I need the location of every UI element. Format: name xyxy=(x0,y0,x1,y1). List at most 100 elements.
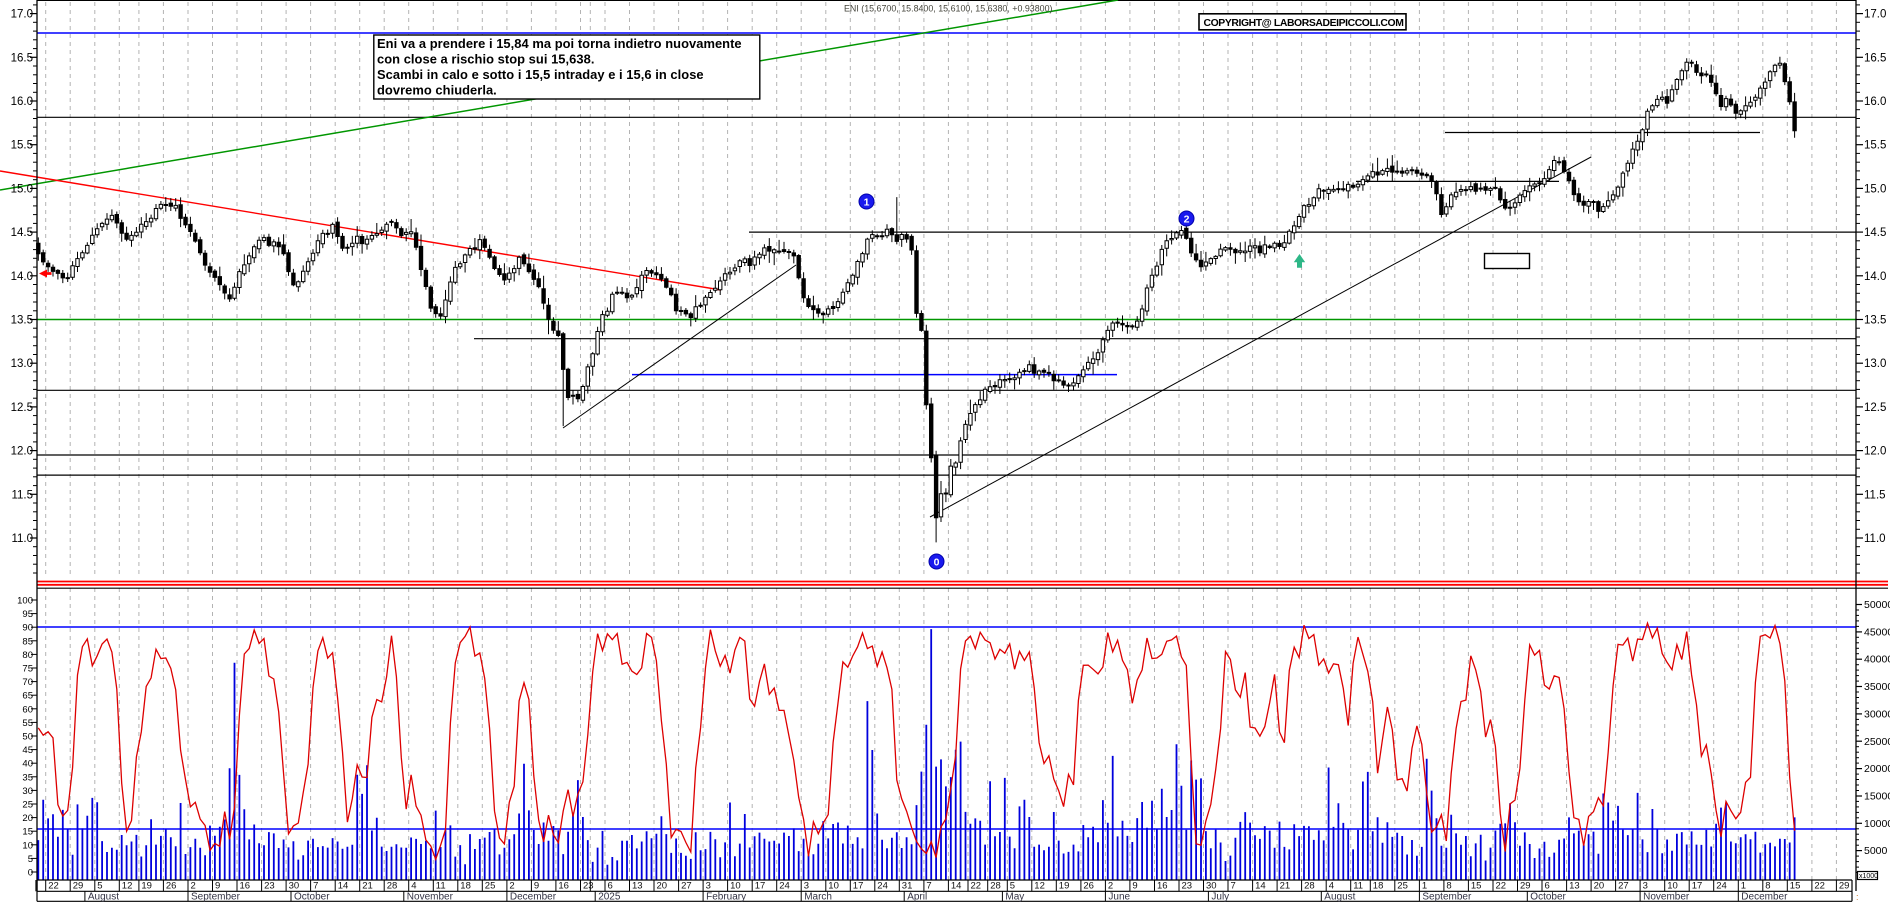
svg-text:15: 15 xyxy=(1790,881,1801,892)
svg-text:November: November xyxy=(407,892,454,903)
svg-text:August: August xyxy=(88,892,119,903)
svg-text:30: 30 xyxy=(22,786,33,797)
svg-text:28: 28 xyxy=(387,881,398,892)
svg-text:29: 29 xyxy=(1839,881,1850,892)
svg-text:5: 5 xyxy=(28,854,33,865)
svg-text:19: 19 xyxy=(141,881,152,892)
svg-text:17.0: 17.0 xyxy=(1864,9,1886,21)
svg-text:9: 9 xyxy=(534,881,539,892)
svg-text:24: 24 xyxy=(1716,881,1727,892)
svg-text:October: October xyxy=(1530,892,1566,903)
svg-text:25000: 25000 xyxy=(1864,736,1890,748)
svg-text:5: 5 xyxy=(1010,881,1015,892)
svg-text:13.0: 13.0 xyxy=(1864,358,1886,370)
svg-text:31: 31 xyxy=(902,881,913,892)
svg-text:7: 7 xyxy=(926,881,931,892)
svg-text:25: 25 xyxy=(485,881,496,892)
svg-text:30000: 30000 xyxy=(1864,708,1890,720)
svg-text:10: 10 xyxy=(828,881,839,892)
svg-text:29: 29 xyxy=(1520,881,1531,892)
svg-text:20: 20 xyxy=(1594,881,1605,892)
svg-text:15.5: 15.5 xyxy=(1864,140,1886,152)
svg-text:December: December xyxy=(1741,892,1788,903)
svg-text:75: 75 xyxy=(22,664,33,675)
svg-text:3: 3 xyxy=(804,881,809,892)
svg-text:dovremo chiuderla.: dovremo chiuderla. xyxy=(377,83,497,98)
svg-text:60: 60 xyxy=(22,704,33,715)
svg-text:15.5: 15.5 xyxy=(11,140,33,152)
svg-text:11: 11 xyxy=(436,881,446,892)
svg-text:16: 16 xyxy=(240,881,251,892)
svg-text:February: February xyxy=(706,892,746,903)
svg-text:26: 26 xyxy=(1083,881,1094,892)
svg-text:5000: 5000 xyxy=(1864,845,1888,857)
svg-text:Scambi in calo e sotto i 15,5: Scambi in calo e sotto i 15,5 intraday e… xyxy=(377,67,704,82)
svg-text:9: 9 xyxy=(1132,881,1137,892)
svg-text:24: 24 xyxy=(779,881,790,892)
svg-text:40000: 40000 xyxy=(1864,654,1890,666)
svg-text:22: 22 xyxy=(1814,881,1825,892)
svg-text:20: 20 xyxy=(657,881,668,892)
svg-text:50000: 50000 xyxy=(1864,599,1890,611)
svg-text:20: 20 xyxy=(22,813,33,824)
svg-text:2: 2 xyxy=(509,881,514,892)
svg-text:10: 10 xyxy=(1667,881,1678,892)
svg-text:2025: 2025 xyxy=(598,892,621,903)
svg-text:22: 22 xyxy=(48,881,59,892)
svg-text:May: May xyxy=(1005,892,1024,903)
svg-text:15.0: 15.0 xyxy=(1864,183,1886,195)
svg-text:28: 28 xyxy=(990,881,1001,892)
svg-text:15: 15 xyxy=(22,827,33,838)
svg-text:August: August xyxy=(1324,892,1355,903)
svg-text:December: December xyxy=(510,892,557,903)
svg-text:10: 10 xyxy=(730,881,741,892)
svg-text:ENI (15.6700, 15.8400, 15.6100: ENI (15.6700, 15.8400, 15.6100, 15.6380,… xyxy=(844,4,1053,14)
svg-text:16.0: 16.0 xyxy=(11,96,33,108)
svg-text:30: 30 xyxy=(289,881,300,892)
svg-text:40: 40 xyxy=(22,759,33,770)
svg-text:35: 35 xyxy=(22,772,33,783)
svg-text:100: 100 xyxy=(17,596,33,607)
svg-text:15000: 15000 xyxy=(1864,791,1890,803)
svg-text:24: 24 xyxy=(877,881,888,892)
svg-text:10000: 10000 xyxy=(1864,818,1890,830)
svg-text:23: 23 xyxy=(1182,881,1193,892)
svg-text:8: 8 xyxy=(1765,881,1770,892)
svg-text:35000: 35000 xyxy=(1864,681,1890,693)
svg-text:11.0: 11.0 xyxy=(11,533,33,545)
svg-text:23: 23 xyxy=(583,881,594,892)
svg-text:10: 10 xyxy=(22,840,33,851)
svg-text:27: 27 xyxy=(681,881,692,892)
svg-text:19: 19 xyxy=(1059,881,1070,892)
svg-text:13.5: 13.5 xyxy=(11,315,33,327)
svg-text:14: 14 xyxy=(1255,881,1266,892)
svg-text:95: 95 xyxy=(22,609,33,620)
svg-text:14: 14 xyxy=(951,881,962,892)
svg-text:5: 5 xyxy=(97,881,102,892)
svg-text:September: September xyxy=(1422,892,1472,903)
svg-text:2: 2 xyxy=(191,881,196,892)
svg-text:16: 16 xyxy=(1157,881,1168,892)
svg-text:22: 22 xyxy=(971,881,982,892)
svg-text:45000: 45000 xyxy=(1864,626,1890,638)
svg-text:0: 0 xyxy=(28,868,33,879)
svg-text:4: 4 xyxy=(1329,881,1334,892)
svg-text:28: 28 xyxy=(1304,881,1315,892)
svg-text:11.0: 11.0 xyxy=(1864,533,1886,545)
svg-text:12: 12 xyxy=(122,881,133,892)
svg-text:13: 13 xyxy=(1569,881,1580,892)
svg-text:90: 90 xyxy=(22,623,33,634)
svg-text:14.0: 14.0 xyxy=(11,271,33,283)
svg-text:14.5: 14.5 xyxy=(11,227,33,239)
svg-text:March: March xyxy=(804,892,832,903)
svg-text:17.0: 17.0 xyxy=(11,9,33,21)
svg-text:12.0: 12.0 xyxy=(1864,446,1886,458)
svg-text:14.5: 14.5 xyxy=(1864,227,1886,239)
svg-text:65: 65 xyxy=(22,691,33,702)
svg-text:11.5: 11.5 xyxy=(11,489,33,501)
svg-text:November: November xyxy=(1643,892,1690,903)
svg-text:3: 3 xyxy=(706,881,711,892)
svg-text:1: 1 xyxy=(1422,881,1427,892)
svg-text:9: 9 xyxy=(215,881,220,892)
svg-text:12.0: 12.0 xyxy=(11,446,33,458)
